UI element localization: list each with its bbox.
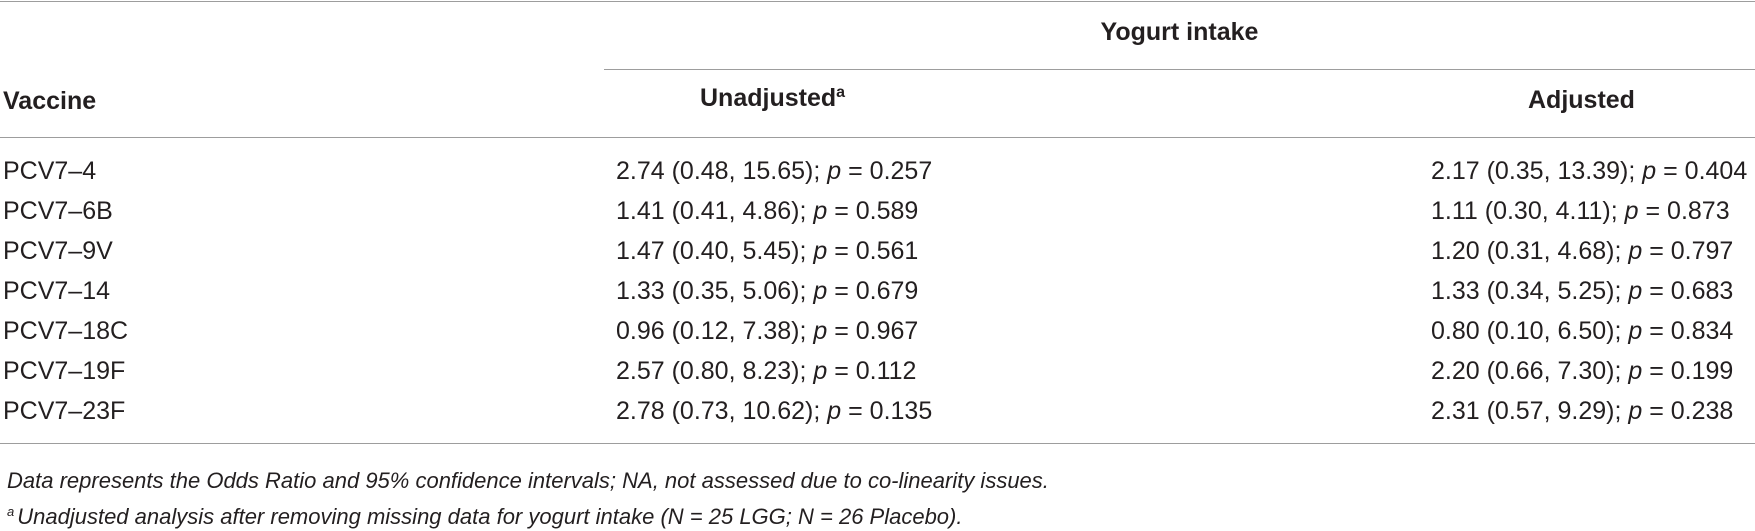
table-row: PCV7–14 1.33 (0.35, 5.06); p = 0.679 1.33 … [0,271,1755,311]
table-row: PCV7–4 2.74 (0.48, 15.65); p = 0.257 2.17 … [0,151,1755,191]
adjusted-odds-ratio: 1.33 (0.34, 5.25); [1431,277,1629,305]
cell-vaccine: PCV7–18C [3,317,129,345]
cell-unadjusted: 2.74 (0.48, 15.65); p = 0.257 [616,151,932,191]
cell-unadjusted: 2.57 (0.80, 8.23); p = 0.112 [616,351,916,391]
p-label: p [813,237,828,265]
adjusted-odds-ratio: 2.20 (0.66, 7.30); [1431,357,1629,385]
table-body: PCV7–4 2.74 (0.48, 15.65); p = 0.257 2.17 … [0,151,1755,431]
adjusted-odds-ratio: 0.80 (0.10, 6.50); [1431,317,1629,345]
cell-unadjusted: 1.33 (0.35, 5.06); p = 0.679 [616,271,918,311]
footnote-odds-ratio: Data represents the Odds Ratio and 95% c… [7,468,1049,493]
footnote-unadjusted-text: Unadjusted analysis after removing missi… [17,504,963,529]
column-header-unadjusted: Unadjusteda [700,83,845,113]
p-label: p [1642,157,1657,185]
p-label: p [827,397,842,425]
p-label: p [827,157,842,185]
adjusted-odds-ratio: 1.11 (0.30, 4.11); [1431,197,1625,225]
unadjusted-odds-ratio: 1.47 (0.40, 5.45); [616,237,814,265]
unadjusted-p-value: = 0.967 [827,317,919,345]
p-label: p [813,357,828,385]
cell-vaccine: PCV7–4 [3,157,97,185]
group-header-yogurt-intake: Yogurt intake [1100,18,1259,46]
footnote-marker-a: a [836,84,846,101]
cell-adjusted: 0.80 (0.10, 6.50); p = 0.834 [1431,311,1733,351]
cell-adjusted: 1.11 (0.30, 4.11); p = 0.873 [1431,191,1730,231]
unadjusted-odds-ratio: 2.78 (0.73, 10.62); [616,397,828,425]
cell-adjusted: 2.20 (0.66, 7.30); p = 0.199 [1431,351,1733,391]
unadjusted-p-value: = 0.135 [841,397,933,425]
unadjusted-odds-ratio: 0.96 (0.12, 7.38); [616,317,814,345]
adjusted-p-value: = 0.199 [1642,357,1734,385]
p-label: p [813,277,828,305]
footnote-marker: a [7,504,15,519]
unadjusted-odds-ratio: 2.57 (0.80, 8.23); [616,357,814,385]
unadjusted-p-value: = 0.589 [827,197,919,225]
adjusted-p-value: = 0.834 [1642,317,1734,345]
adjusted-odds-ratio: 2.31 (0.57, 9.29); [1431,397,1629,425]
table-row: PCV7–6B 1.41 (0.41, 4.86); p = 0.589 1.11 … [0,191,1755,231]
p-label: p [1628,397,1643,425]
unadjusted-p-value: = 0.257 [841,157,933,185]
table-row: PCV7–23F 2.78 (0.73, 10.62); p = 0.135 2.3… [0,391,1755,431]
cell-unadjusted: 1.41 (0.41, 4.86); p = 0.589 [616,191,918,231]
unadjusted-p-value: = 0.112 [827,357,917,385]
table-bottom-rule [0,443,1755,444]
adjusted-p-value: = 0.683 [1642,277,1734,305]
unadjusted-odds-ratio: 1.41 (0.41, 4.86); [616,197,814,225]
cell-unadjusted: 0.96 (0.12, 7.38); p = 0.967 [616,311,918,351]
column-header-adjusted: Adjusted [1528,86,1635,114]
p-label: p [1628,277,1643,305]
cell-adjusted: 2.17 (0.35, 13.39); p = 0.404 [1431,151,1747,191]
cell-unadjusted: 1.47 (0.40, 5.45); p = 0.561 [616,231,918,271]
header-bottom-rule [0,137,1755,138]
group-header-rule [604,69,1755,70]
adjusted-odds-ratio: 1.20 (0.31, 4.68); [1431,237,1629,265]
cell-adjusted: 2.31 (0.57, 9.29); p = 0.238 [1431,391,1733,431]
adjusted-p-value: = 0.797 [1642,237,1734,265]
p-label: p [813,317,828,345]
column-header-vaccine: Vaccine [3,87,97,115]
column-header-unadjusted-label: Unadjusted [700,84,837,112]
table-top-rule [0,1,1755,2]
p-label: p [1628,237,1643,265]
footnote-unadjusted: a Unadjusted analysis after removing miss… [7,503,962,531]
p-label: p [1628,317,1643,345]
cell-vaccine: PCV7–9V [3,237,113,265]
table-row: PCV7–9V 1.47 (0.40, 5.45); p = 0.561 1.20 … [0,231,1755,271]
cell-vaccine: PCV7–14 [3,277,111,305]
table-row: PCV7–19F 2.57 (0.80, 8.23); p = 0.112 2.20… [0,351,1755,391]
adjusted-p-value: = 0.873 [1638,197,1730,225]
table-row: PCV7–18C 0.96 (0.12, 7.38); p = 0.967 0.80… [0,311,1755,351]
unadjusted-odds-ratio: 2.74 (0.48, 15.65); [616,157,828,185]
unadjusted-odds-ratio: 1.33 (0.35, 5.06); [616,277,814,305]
unadjusted-p-value: = 0.561 [827,237,919,265]
p-label: p [1628,357,1643,385]
adjusted-p-value: = 0.404 [1656,157,1748,185]
cell-vaccine: PCV7–23F [3,397,126,425]
adjusted-p-value: = 0.238 [1642,397,1734,425]
cell-vaccine: PCV7–6B [3,197,113,225]
p-label: p [813,197,828,225]
unadjusted-p-value: = 0.679 [827,277,919,305]
adjusted-odds-ratio: 2.17 (0.35, 13.39); [1431,157,1643,185]
cell-vaccine: PCV7–19F [3,357,126,385]
cell-adjusted: 1.33 (0.34, 5.25); p = 0.683 [1431,271,1733,311]
cell-adjusted: 1.20 (0.31, 4.68); p = 0.797 [1431,231,1733,271]
cell-unadjusted: 2.78 (0.73, 10.62); p = 0.135 [616,391,932,431]
p-label: p [1624,197,1639,225]
